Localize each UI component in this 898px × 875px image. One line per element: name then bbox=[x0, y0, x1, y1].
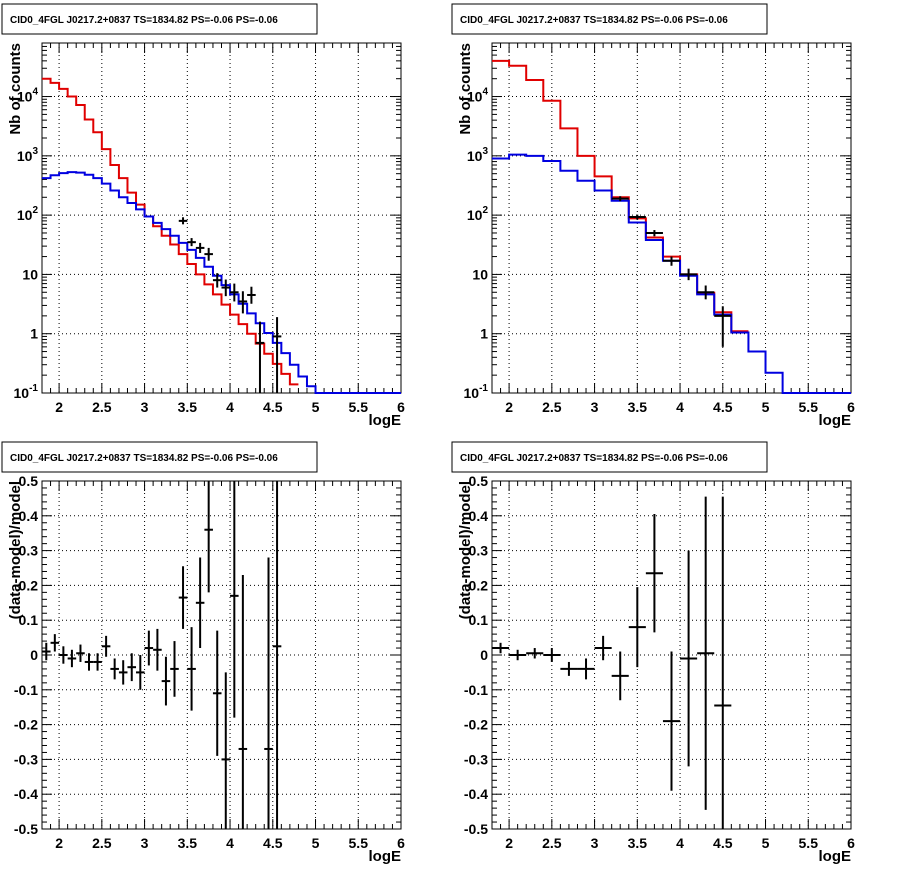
plot-frame bbox=[491, 42, 852, 394]
x-axis-label: logE bbox=[369, 412, 402, 429]
x-tick-label: 6 bbox=[397, 399, 405, 415]
y-tick-label: -0.3 bbox=[464, 751, 488, 767]
y-tick-label: 102 bbox=[467, 205, 489, 223]
x-tick-label: 3 bbox=[141, 835, 149, 851]
y-tick-label: 0.1 bbox=[469, 612, 489, 628]
x-tick-label: 4.5 bbox=[263, 835, 283, 851]
model-step-red bbox=[492, 59, 749, 333]
y-tick-label: 0.5 bbox=[19, 473, 39, 489]
x-tick-label: 3 bbox=[591, 835, 599, 851]
y-tick-label: 0.1 bbox=[19, 612, 39, 628]
title-box bbox=[451, 3, 768, 35]
y-tick-label: 10-1 bbox=[464, 383, 489, 401]
chart-title: CID0_4FGL J0217.2+0837 TS=1834.82 PS=-0.… bbox=[460, 15, 728, 26]
x-tick-label: 5 bbox=[762, 399, 770, 415]
y-tick-label: 1 bbox=[480, 326, 488, 342]
x-tick-label: 2.5 bbox=[92, 399, 112, 415]
chart-title: CID0_4FGL J0217.2+0837 TS=1834.82 PS=-0.… bbox=[10, 453, 278, 464]
y-tick-label: 0.3 bbox=[19, 543, 39, 559]
chart-title: CID0_4FGL J0217.2+0837 TS=1834.82 PS=-0.… bbox=[10, 15, 278, 26]
x-tick-label: 3 bbox=[141, 399, 149, 415]
x-tick-label: 2 bbox=[505, 399, 513, 415]
x-tick-label: 4.5 bbox=[263, 399, 283, 415]
x-tick-label: 3.5 bbox=[628, 835, 648, 851]
x-tick-label: 5.5 bbox=[799, 835, 819, 851]
x-tick-label: 5.5 bbox=[799, 399, 819, 415]
x-tick-label: 5.5 bbox=[349, 399, 369, 415]
counts-panel-left: CID0_4FGL J0217.2+0837 TS=1834.82 PS=-0.… bbox=[1, 3, 405, 429]
x-tick-label: 4 bbox=[676, 399, 684, 415]
y-tick-label: 10 bbox=[472, 266, 488, 282]
x-axis-label: logE bbox=[819, 848, 852, 865]
chart-title: CID0_4FGL J0217.2+0837 TS=1834.82 PS=-0.… bbox=[460, 453, 728, 464]
model-step-red bbox=[42, 77, 299, 386]
y-tick-label: -0.3 bbox=[14, 751, 38, 767]
y-tick-label: 0.2 bbox=[19, 577, 39, 593]
y-axis-label: (data-model)/model bbox=[7, 481, 24, 619]
residual-panel-left: CID0_4FGL J0217.2+0837 TS=1834.82 PS=-0.… bbox=[1, 441, 405, 865]
x-tick-label: 2.5 bbox=[92, 835, 112, 851]
y-tick-label: 0.2 bbox=[469, 577, 489, 593]
plot-frame bbox=[41, 480, 402, 830]
title-box bbox=[1, 3, 318, 35]
x-tick-label: 2 bbox=[55, 835, 63, 851]
y-tick-label: 102 bbox=[17, 205, 39, 223]
y-tick-label: 0.4 bbox=[19, 508, 39, 524]
x-axis-label: logE bbox=[369, 848, 402, 865]
x-tick-label: 4 bbox=[676, 835, 684, 851]
y-tick-label: -0.2 bbox=[464, 717, 488, 733]
y-tick-label: -0.1 bbox=[464, 682, 488, 698]
y-tick-label: -0.1 bbox=[14, 682, 38, 698]
x-tick-label: 2 bbox=[505, 835, 513, 851]
y-axis-label: (data-model)/model bbox=[457, 481, 474, 619]
x-tick-label: 6 bbox=[847, 399, 855, 415]
y-tick-label: 103 bbox=[467, 146, 489, 164]
y-tick-label: 10-1 bbox=[14, 383, 39, 401]
x-tick-label: 6 bbox=[847, 835, 855, 851]
y-tick-label: 1 bbox=[30, 326, 38, 342]
residual-panel-right: CID0_4FGL J0217.2+0837 TS=1834.82 PS=-0.… bbox=[451, 441, 855, 865]
title-box bbox=[1, 441, 318, 473]
title-box bbox=[451, 441, 768, 473]
y-tick-label: -0.5 bbox=[464, 821, 488, 837]
y-tick-label: -0.4 bbox=[464, 786, 488, 802]
x-tick-label: 5 bbox=[312, 399, 320, 415]
y-tick-label: 0 bbox=[30, 647, 38, 663]
y-tick-label: -0.2 bbox=[14, 717, 38, 733]
y-axis-label: Nb of counts bbox=[457, 43, 474, 135]
x-tick-label: 3.5 bbox=[178, 399, 198, 415]
x-tick-label: 4.5 bbox=[713, 399, 733, 415]
x-tick-label: 3.5 bbox=[628, 399, 648, 415]
y-tick-label: 0.3 bbox=[469, 543, 489, 559]
x-tick-label: 2.5 bbox=[542, 399, 562, 415]
y-tick-label: 0.5 bbox=[469, 473, 489, 489]
y-tick-label: 103 bbox=[17, 146, 39, 164]
x-tick-label: 2.5 bbox=[542, 835, 562, 851]
x-tick-label: 6 bbox=[397, 835, 405, 851]
x-tick-label: 3.5 bbox=[178, 835, 198, 851]
x-tick-label: 4.5 bbox=[713, 835, 733, 851]
plot-frame bbox=[41, 42, 402, 394]
x-tick-label: 4 bbox=[226, 835, 234, 851]
x-tick-label: 3 bbox=[591, 399, 599, 415]
model-step-blue bbox=[42, 171, 401, 394]
x-tick-label: 5 bbox=[312, 835, 320, 851]
x-tick-label: 5.5 bbox=[349, 835, 369, 851]
counts-panel-right: CID0_4FGL J0217.2+0837 TS=1834.82 PS=-0.… bbox=[451, 3, 855, 429]
y-tick-label: -0.5 bbox=[14, 821, 38, 837]
y-tick-label: 0.4 bbox=[469, 508, 489, 524]
y-axis-label: Nb of counts bbox=[7, 43, 24, 135]
model-step-blue bbox=[492, 153, 851, 394]
y-tick-label: -0.4 bbox=[14, 786, 38, 802]
y-tick-label: 0 bbox=[480, 647, 488, 663]
x-tick-label: 2 bbox=[55, 399, 63, 415]
y-tick-label: 10 bbox=[22, 266, 38, 282]
x-tick-label: 5 bbox=[762, 835, 770, 851]
x-axis-label: logE bbox=[819, 412, 852, 429]
x-tick-label: 4 bbox=[226, 399, 234, 415]
